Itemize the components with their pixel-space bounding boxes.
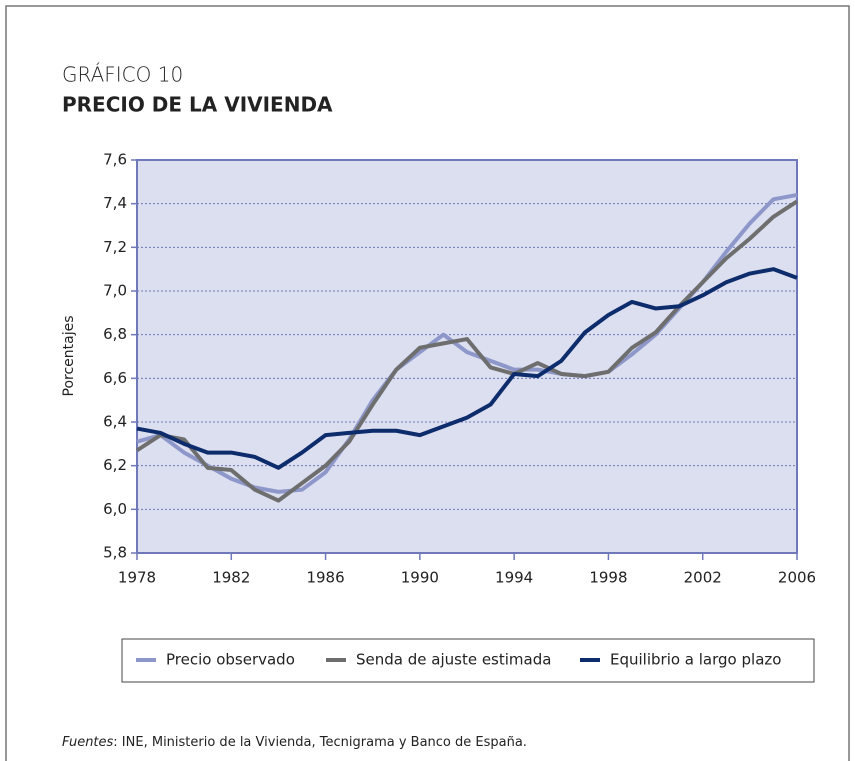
- legend-label: Equilibrio a largo plazo: [610, 651, 781, 669]
- chart-title: PRECIO DE LA VIVIENDA: [62, 93, 333, 117]
- x-tick-label: 1990: [401, 569, 439, 587]
- y-tick-label: 6,2: [103, 456, 127, 474]
- legend-label: Senda de ajuste estimada: [356, 651, 551, 669]
- series-line: [135, 199, 799, 503]
- source-label: Fuentes: [62, 735, 114, 750]
- source-note: Fuentes: INE, Ministerio de la Vivienda,…: [62, 735, 527, 750]
- chart-kicker: GRÁFICO 10: [62, 63, 183, 87]
- y-tick-label: 7,0: [103, 282, 127, 300]
- x-tick-label: 2006: [778, 569, 816, 587]
- x-tick-label: 1982: [212, 569, 250, 587]
- frame: [5, 5, 850, 761]
- x-tick-label: 1986: [306, 569, 344, 587]
- y-tick-label: 6,0: [103, 500, 127, 518]
- legend-box: [121, 638, 815, 683]
- y-axis-label: Porcentajes: [61, 315, 77, 396]
- legend-label: Precio observado: [166, 651, 295, 669]
- series-line: [136, 267, 798, 470]
- y-tick-label: 6,6: [103, 369, 127, 387]
- y-tick-label: 7,4: [103, 194, 127, 212]
- source-text: : INE, Ministerio de la Vivienda, Tecnig…: [113, 735, 527, 750]
- y-tick-label: 5,8: [103, 544, 127, 562]
- plot-border: [136, 159, 798, 554]
- y-tick-label: 6,4: [103, 413, 127, 431]
- x-tick-label: 1994: [495, 569, 533, 587]
- plot-area: [137, 160, 797, 553]
- x-tick-label: 2002: [684, 569, 722, 587]
- y-tick-label: 7,2: [103, 238, 127, 256]
- x-tick-label: 1978: [118, 569, 156, 587]
- y-tick-label: 6,8: [103, 325, 127, 343]
- y-tick-label: 7,6: [103, 151, 127, 169]
- x-tick-label: 1998: [589, 569, 627, 587]
